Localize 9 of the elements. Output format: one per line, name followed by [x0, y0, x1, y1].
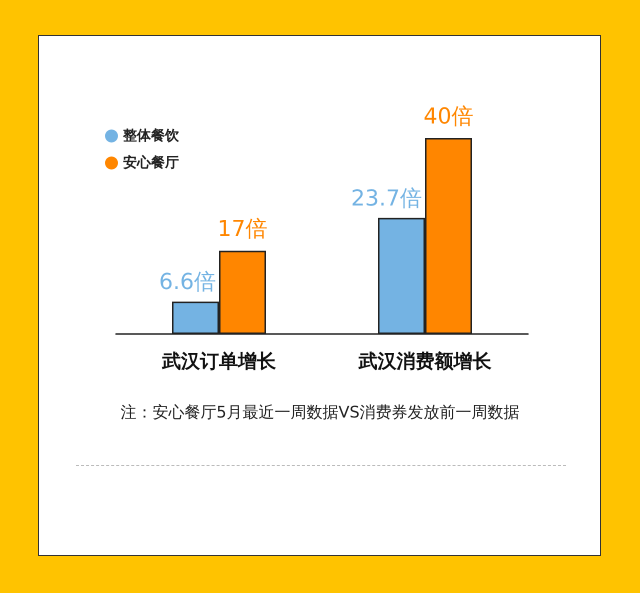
legend-label: 整体餐饮 — [122, 128, 180, 144]
x-tick-label: 武汉消费额增长 — [358, 350, 492, 372]
data-label: 23.7倍 — [351, 186, 422, 212]
x-tick-label: 武汉订单增长 — [161, 350, 277, 372]
data-label: 17倍 — [218, 217, 268, 242]
legend-label: 安心餐厅 — [123, 154, 179, 171]
data-label: 6.6倍 — [159, 270, 216, 296]
text: 注：安心餐厅5月最近一周数据VS消费券发放前一周数据 — [120, 402, 520, 422]
data-label: 40倍 — [424, 104, 474, 130]
